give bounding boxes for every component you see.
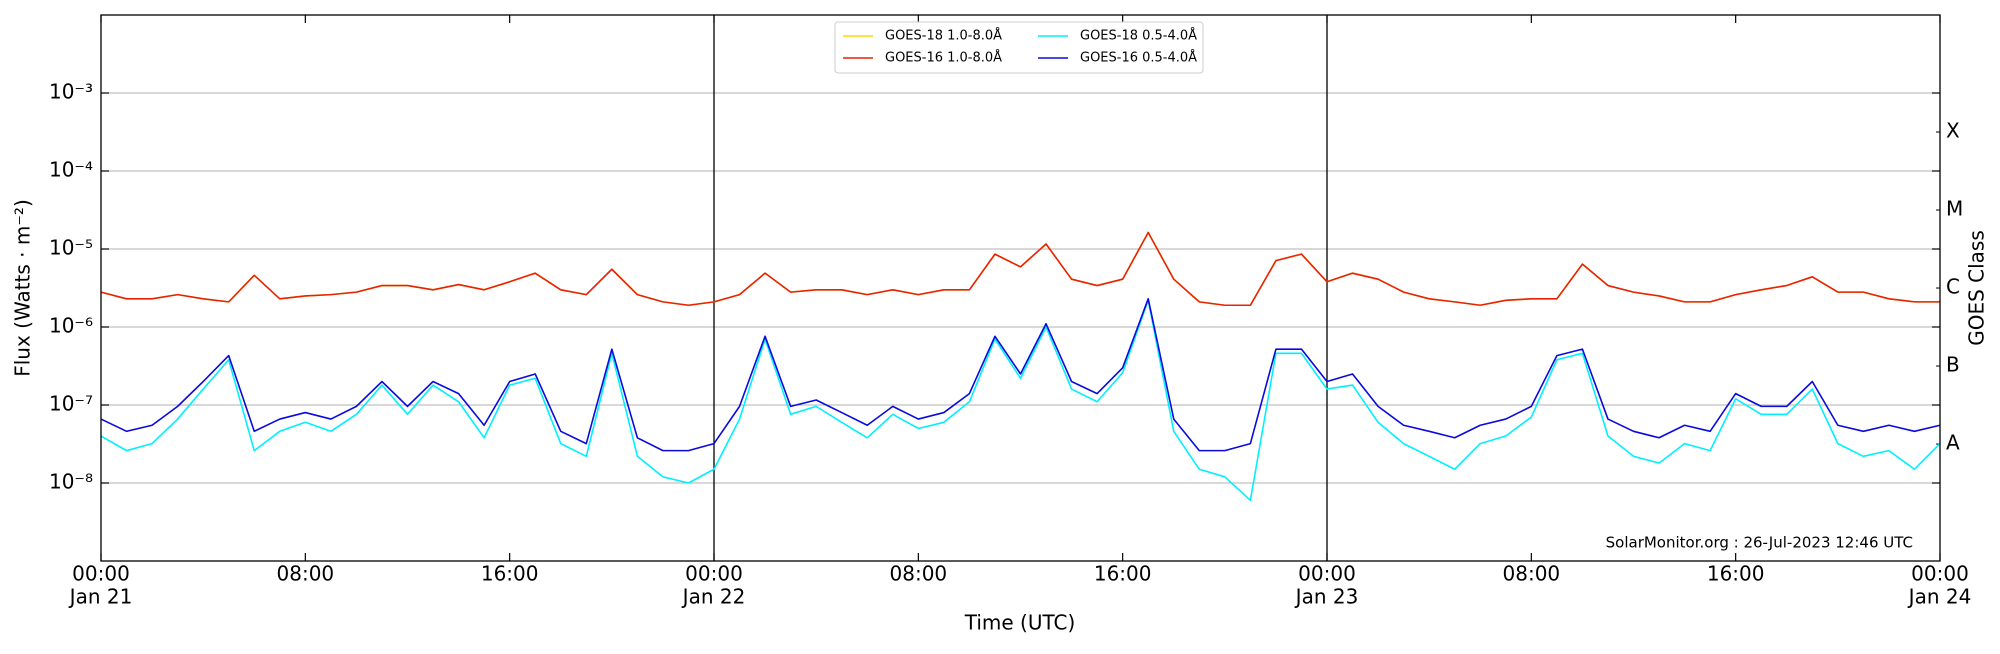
legend-label: GOES-18 0.5-4.0Å [1080, 28, 1197, 44]
plot-frame [100, 14, 1941, 562]
legend-label: GOES-18 1.0-8.0Å [885, 28, 1002, 44]
x-tick-label: 16:00 [1707, 562, 1765, 586]
x-tick-label: 08:00 [1503, 562, 1561, 586]
y-tick-label: 10⁻³ [49, 80, 93, 104]
legend-label: GOES-16 0.5-4.0Å [1080, 50, 1197, 66]
y-tick-label: 10⁻⁵ [49, 236, 93, 260]
y2-tick-label: B [1946, 353, 1960, 377]
annotation: SolarMonitor.org : 26-Jul-2023 12:46 UTC [1606, 534, 1913, 552]
x-tick-label: 16:00 [481, 562, 539, 586]
x-tick-date: Jan 23 [1294, 585, 1359, 609]
x-tick-label: 16:00 [1094, 562, 1152, 586]
x-tick-date: Jan 24 [1907, 585, 1972, 609]
y-tick-label: 10⁻⁶ [49, 314, 93, 338]
y-axis-label: Flux (Watts · m⁻²) [11, 199, 35, 377]
x-tick-label: 08:00 [277, 562, 335, 586]
x-tick-label: 00:00 [72, 562, 130, 586]
series-line [100, 299, 1941, 502]
y2-tick-label: M [1946, 197, 1963, 221]
x-tick-date: Jan 21 [68, 585, 133, 609]
x-tick-label: 00:00 [1298, 562, 1356, 586]
y-tick-label: 10⁻⁸ [49, 470, 93, 494]
y-tick-label: 10⁻⁴ [49, 158, 93, 182]
series-line [100, 297, 1941, 452]
y2-tick-label: C [1946, 275, 1960, 299]
x-tick-label: 00:00 [685, 562, 743, 586]
x-tick-date: Jan 22 [681, 585, 746, 609]
y2-tick-label: X [1946, 119, 1960, 143]
x-tick-label: 00:00 [1911, 562, 1969, 586]
y-tick-label: 10⁻⁷ [49, 392, 93, 416]
x-axis-label: Time (UTC) [964, 611, 1076, 635]
series-line [100, 231, 1940, 307]
x-tick-label: 08:00 [890, 562, 948, 586]
legend-label: GOES-16 1.0-8.0Å [885, 50, 1002, 66]
y2-axis-label: GOES Class [1965, 230, 1989, 346]
legend-box [834, 21, 1204, 74]
y2-tick-label: A [1946, 431, 1960, 455]
